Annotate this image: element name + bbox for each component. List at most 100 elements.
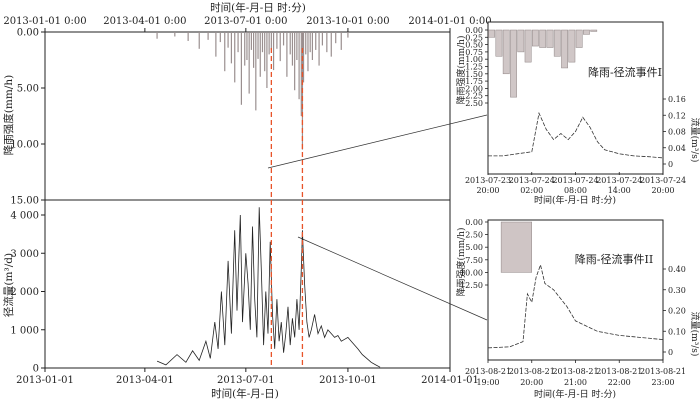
event1-x-ticks: 2013-07-2320:002013-07-2402:002013-07-24… xyxy=(465,172,686,195)
main-flow-ylabel: 径流量(m³/d) xyxy=(2,253,15,317)
inset-flow-tick-label: 0.10 xyxy=(668,327,686,336)
connector-event2 xyxy=(297,236,488,321)
event2-x-ticks: 2013-08-21 19:00 2013-08-21 20:00 2013-08-21… xyxy=(465,360,686,387)
inset-rain-bar xyxy=(495,29,503,57)
inset-rain-tick-label: 2.50 xyxy=(465,231,483,240)
inset-flow-tick-label: 0 xyxy=(668,348,673,357)
inset-flow-tick-label: 0 xyxy=(668,160,673,169)
inset-x-tick-time: 14:00 xyxy=(608,186,631,195)
inset-rain-bar xyxy=(517,29,525,53)
flow-y-tick-label: 4 000 xyxy=(10,211,39,222)
main-top-xlabel: 时间(年-月-日 时:分) xyxy=(210,1,306,14)
main-chart: 时间(年-月-日 时:分) 2013-01-01 0:00 2013-04-01 … xyxy=(2,1,492,400)
inset-x-tick-date: 2013-08-21 xyxy=(596,367,642,376)
main-bottom-xlabel: 时间(年-月-日) xyxy=(211,387,279,400)
inset-rain-bar xyxy=(502,29,510,75)
inset-rain-bar xyxy=(561,29,568,69)
rain-y-tick-label: 15.00 xyxy=(10,196,39,207)
inset-x-tick-date: 2013-07-24 xyxy=(509,176,555,185)
inset-rain-tick-label: 0.50 xyxy=(465,41,483,50)
event2-rain-bars xyxy=(500,221,532,273)
inset-flow-tick-label: 0.30 xyxy=(668,286,686,295)
event1-rain-ylabel: 降雨强度(mm/h) xyxy=(455,36,467,105)
main-bottom-tick-label: 2013-04-01 xyxy=(116,375,174,386)
inset-x-tick-date: 2013-07-24 xyxy=(596,176,642,185)
inset-x-tick-date: 2013-07-24 xyxy=(552,176,598,185)
flow-y-tick-label: 1 000 xyxy=(10,325,39,336)
inset-x-tick-time: 20:00 xyxy=(476,186,499,195)
inset-x-tick-date: 2013-08-21 xyxy=(465,367,511,376)
inset-rain-tick-label: 12.50 xyxy=(460,281,483,290)
event1-annotation: 降雨-径流事件I xyxy=(588,65,662,79)
flow-y-tick-label: 0 xyxy=(33,364,39,375)
rain-y-tick-label: 10.00 xyxy=(10,140,39,151)
main-bottom-ticks: 2013-01-01 2013-04-01 2013-07-01 2013-10-01… xyxy=(16,368,479,386)
inset-rain-bar xyxy=(510,29,517,98)
inset-x-tick-date: 2013-07-24 xyxy=(640,176,686,185)
main-top-tick-label: 2013-07-01 0:00 xyxy=(204,16,287,27)
inset-x-tick-time: 08:00 xyxy=(564,186,587,195)
event-markers xyxy=(270,48,304,368)
inset-x-tick-date: 2013-08-21 xyxy=(552,367,598,376)
main-top-ticks: 2013-01-01 0:00 2013-04-01 0:00 2013-07-01… xyxy=(3,16,492,32)
event2-chart: 0.00 2.50 5.00 7.50 10.00 12.50 0 0.10 0.20 0.30… xyxy=(455,218,700,400)
inset-x-tick-date: 2013-08-21 xyxy=(509,367,555,376)
rain-bars xyxy=(156,32,349,150)
event2-flow-ylabel: 流量(m³/s) xyxy=(689,312,700,357)
inset-rain-bar xyxy=(590,29,598,32)
inset-x-tick-time: 23:00 xyxy=(651,378,674,387)
inset-rain-tick-label: 1.75 xyxy=(465,77,483,86)
inset-flow-tick-label: 0.16 xyxy=(668,95,686,104)
inset-flow-tick-label: 0.04 xyxy=(668,144,686,153)
event1-frame xyxy=(487,21,664,175)
main-bottom-tick-label: 2013-01-01 xyxy=(16,375,74,386)
main-top-tick-label: 2013-01-01 0:00 xyxy=(3,16,86,27)
inset-rain-bar xyxy=(568,29,576,63)
inset-rain-bar xyxy=(583,29,590,35)
flow-y-axis: 0 1 000 2 000 3 000 4 000 xyxy=(10,211,45,375)
inset-rain-tick-label: 2.25 xyxy=(465,92,483,101)
main-top-tick-label: 2014-01-01 0:00 xyxy=(408,16,491,27)
inset-flow-tick-label: 0.20 xyxy=(668,307,686,316)
flow-y-tick-label: 2 000 xyxy=(10,287,39,298)
main-bottom-tick-label: 2014-01-01 xyxy=(421,375,479,386)
rain-y-axis: 0.00 5.00 10.00 15.00 xyxy=(10,28,45,207)
inset-x-tick-time: 20:00 xyxy=(520,378,543,387)
inset-rain-tick-label: 2.00 xyxy=(465,84,483,93)
event2-flow-line xyxy=(487,263,664,349)
inset-rain-bar xyxy=(500,221,532,273)
inset-rain-tick-label: 0.25 xyxy=(465,33,483,42)
inset-rain-tick-label: 1.25 xyxy=(465,63,483,72)
inset-rain-tick-label: 0.75 xyxy=(465,48,483,57)
inset-x-tick-time: 22:00 xyxy=(608,378,631,387)
inset-rain-tick-label: 5.00 xyxy=(465,243,483,252)
main-rain-ylabel: 降雨强度(mm/h) xyxy=(2,75,15,155)
connector-event1 xyxy=(267,114,488,169)
inset-rain-tick-label: 0.00 xyxy=(465,26,483,35)
inset-rain-bar xyxy=(546,29,554,48)
main-top-tick-label: 2013-10-01 0:00 xyxy=(306,16,389,27)
event1-flow-line xyxy=(488,111,664,159)
main-bottom-tick-label: 2013-07-01 xyxy=(217,375,275,386)
event2-rain-ylabel: 降雨强度(mm/h) xyxy=(455,228,467,297)
inset-x-tick-time: 02:00 xyxy=(520,186,543,195)
event2-rain-axis: 0.00 2.50 5.00 7.50 10.00 12.50 xyxy=(460,218,488,290)
inset-rain-bar xyxy=(539,29,547,48)
flow-y-tick-label: 3 000 xyxy=(10,249,39,260)
inset-x-tick-time: 19:00 xyxy=(476,378,499,387)
event1-flow-ylabel: 流量(m³/s) xyxy=(689,118,700,163)
event1-xlabel: 时间(年-月-日 时:分) xyxy=(534,194,616,206)
inset-rain-tick-label: 2.50 xyxy=(465,99,483,108)
inset-rain-bar xyxy=(532,29,539,47)
inset-rain-tick-label: 7.50 xyxy=(465,256,483,265)
inset-x-tick-date: 2013-08-21 xyxy=(640,367,686,376)
flow-line xyxy=(156,207,381,368)
event1-chart: 0.000.250.500.751.001.251.501.752.002.25… xyxy=(455,21,700,206)
inset-rain-bar xyxy=(524,29,532,63)
inset-rain-tick-label: 1.00 xyxy=(465,55,483,64)
event1-rain-bars xyxy=(488,29,598,98)
inset-x-tick-date: 2013-07-23 xyxy=(465,176,511,185)
inset-rain-bar xyxy=(575,29,583,48)
inset-rain-tick-label: 1.50 xyxy=(465,70,483,79)
